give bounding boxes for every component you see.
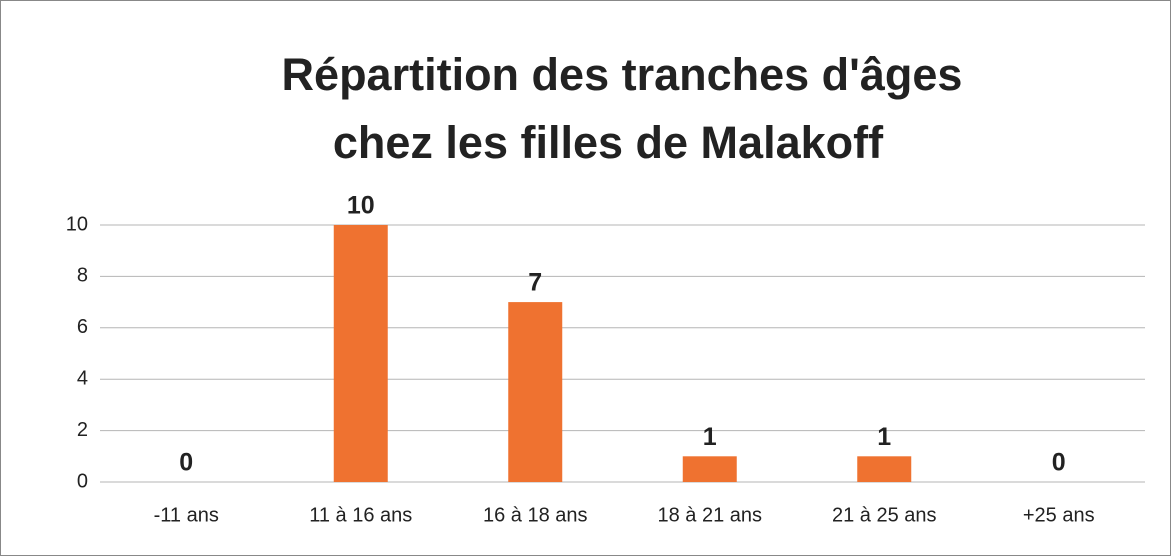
data-label: 1: [703, 423, 717, 451]
bar: [508, 302, 563, 482]
x-tick-label: 18 à 21 ans: [657, 504, 762, 526]
y-tick-label: 10: [66, 213, 88, 235]
x-tick-label: +25 ans: [1023, 504, 1095, 526]
chart-title: Répartition des tranches d'âges: [282, 49, 963, 100]
y-tick-label: 2: [77, 419, 88, 441]
data-label: 7: [528, 269, 542, 297]
y-tick-label: 4: [77, 367, 88, 389]
y-tick-label: 0: [77, 470, 88, 492]
y-tick-label: 6: [77, 316, 88, 338]
data-label: 0: [1052, 449, 1066, 477]
x-tick-label: -11 ans: [154, 504, 219, 526]
data-label: 0: [179, 449, 193, 477]
x-tick-label: 11 à 16 ans: [309, 504, 412, 526]
chart-title: chez les filles de Malakoff: [333, 117, 884, 168]
data-label: 1: [877, 423, 891, 451]
bar: [682, 456, 737, 482]
x-tick-label: 16 à 18 ans: [483, 504, 588, 526]
y-tick-label: 8: [77, 265, 88, 287]
data-label: 10: [347, 192, 375, 220]
bar: [857, 456, 912, 482]
x-tick-label: 21 à 25 ans: [832, 504, 937, 526]
bar: [333, 225, 388, 482]
